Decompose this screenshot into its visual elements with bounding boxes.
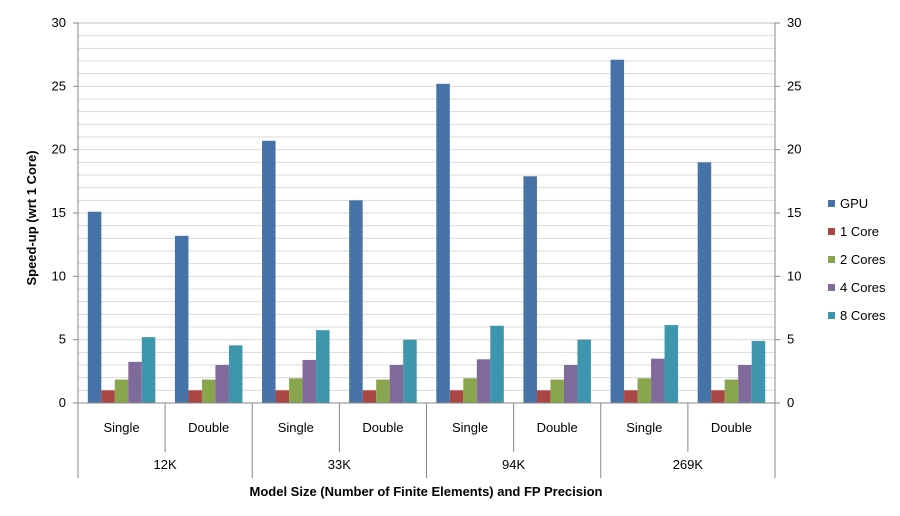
bar: [215, 365, 229, 403]
bar: [376, 379, 390, 403]
legend-swatch: [828, 312, 835, 319]
bar: [362, 390, 377, 403]
x-axis-group-labels: 12K 33K 94K 269K: [154, 457, 704, 472]
y2-tick-label: 20: [787, 142, 801, 157]
bar: [174, 235, 189, 403]
bar: [624, 390, 638, 403]
x-group-label: 269K: [673, 457, 704, 472]
bar: [577, 339, 591, 403]
x-category-label: Single: [278, 420, 314, 435]
x-axis-category-labels: Single Double Single Double Single Double Sing…: [103, 420, 752, 435]
y-tick-label: 0: [59, 395, 66, 410]
x-category-label: Double: [188, 420, 229, 435]
legend-swatch: [828, 284, 835, 291]
x-group-label: 33K: [328, 457, 351, 472]
bar: [262, 140, 276, 404]
x-group-label: 12K: [154, 457, 177, 472]
legend-label: GPU: [840, 196, 868, 211]
bar: [476, 359, 491, 403]
bar: [610, 59, 625, 403]
x-category-label: Single: [103, 420, 139, 435]
bar: [275, 390, 290, 403]
bar: [536, 390, 551, 403]
legend-swatch: [828, 228, 835, 235]
bar: [101, 390, 115, 403]
bar: [188, 390, 202, 403]
y-axis-tick-labels: 0 5 10 15 20 25 30: [52, 15, 66, 410]
bar: [490, 325, 504, 403]
bar: [389, 365, 404, 403]
legend: GPU 1 Core 2 Cores 4 Cores 8 Cores: [828, 196, 886, 323]
bar: [651, 358, 665, 403]
x-axis-title: Model Size (Number of Finite Elements) a…: [250, 484, 603, 499]
bar: [436, 83, 450, 404]
x-category-label: Single: [626, 420, 662, 435]
bar: [228, 345, 243, 403]
y2-tick-label: 5: [787, 332, 794, 347]
bar: [128, 361, 142, 403]
legend-label: 4 Cores: [840, 280, 886, 295]
bar: [637, 378, 652, 403]
x-group-label: 94K: [502, 457, 525, 472]
x-category-label: Double: [537, 420, 578, 435]
legend-swatch: [828, 200, 835, 207]
bars: [87, 59, 766, 404]
bar: [201, 379, 216, 403]
legend-swatch: [828, 256, 835, 263]
bar: [114, 379, 129, 403]
y-tick-label: 20: [52, 142, 66, 157]
bar: [711, 390, 725, 403]
grid-lines: [78, 22, 775, 391]
y-tick-label: 15: [52, 205, 66, 220]
bar: [349, 200, 363, 403]
bar: [550, 379, 564, 403]
x-category-label: Double: [711, 420, 752, 435]
bar: [523, 176, 537, 403]
bar: [289, 378, 303, 403]
bar: [449, 390, 464, 403]
bar: [316, 330, 330, 403]
bar: [141, 337, 156, 403]
bar: [87, 211, 102, 403]
y-axis-title: Speed-up (wrt 1 Core): [24, 150, 39, 285]
legend-label: 2 Cores: [840, 252, 886, 267]
legend-label: 1 Core: [840, 224, 879, 239]
y2-tick-label: 15: [787, 205, 801, 220]
y-tick-label: 10: [52, 268, 66, 283]
y-tick-label: 25: [52, 78, 66, 93]
bar: [563, 365, 578, 403]
axes: [73, 22, 780, 478]
y2-tick-label: 25: [787, 78, 801, 93]
y2-tick-label: 10: [787, 268, 801, 283]
x-category-label: Double: [362, 420, 403, 435]
y2-tick-label: 30: [787, 15, 801, 30]
bar: [724, 379, 739, 403]
bar: [751, 340, 766, 403]
bar: [738, 365, 752, 403]
bar: [403, 339, 417, 403]
y2-tick-label: 0: [787, 395, 794, 410]
x-category-label: Single: [452, 420, 488, 435]
y-tick-label: 5: [59, 332, 66, 347]
y-tick-label: 30: [52, 15, 66, 30]
bar: [664, 325, 679, 403]
bar: [463, 378, 477, 403]
bar: [302, 359, 317, 403]
y2-axis-tick-labels: 0 5 10 15 20 25 30: [787, 15, 801, 410]
bar: [697, 162, 712, 403]
legend-label: 8 Cores: [840, 308, 886, 323]
